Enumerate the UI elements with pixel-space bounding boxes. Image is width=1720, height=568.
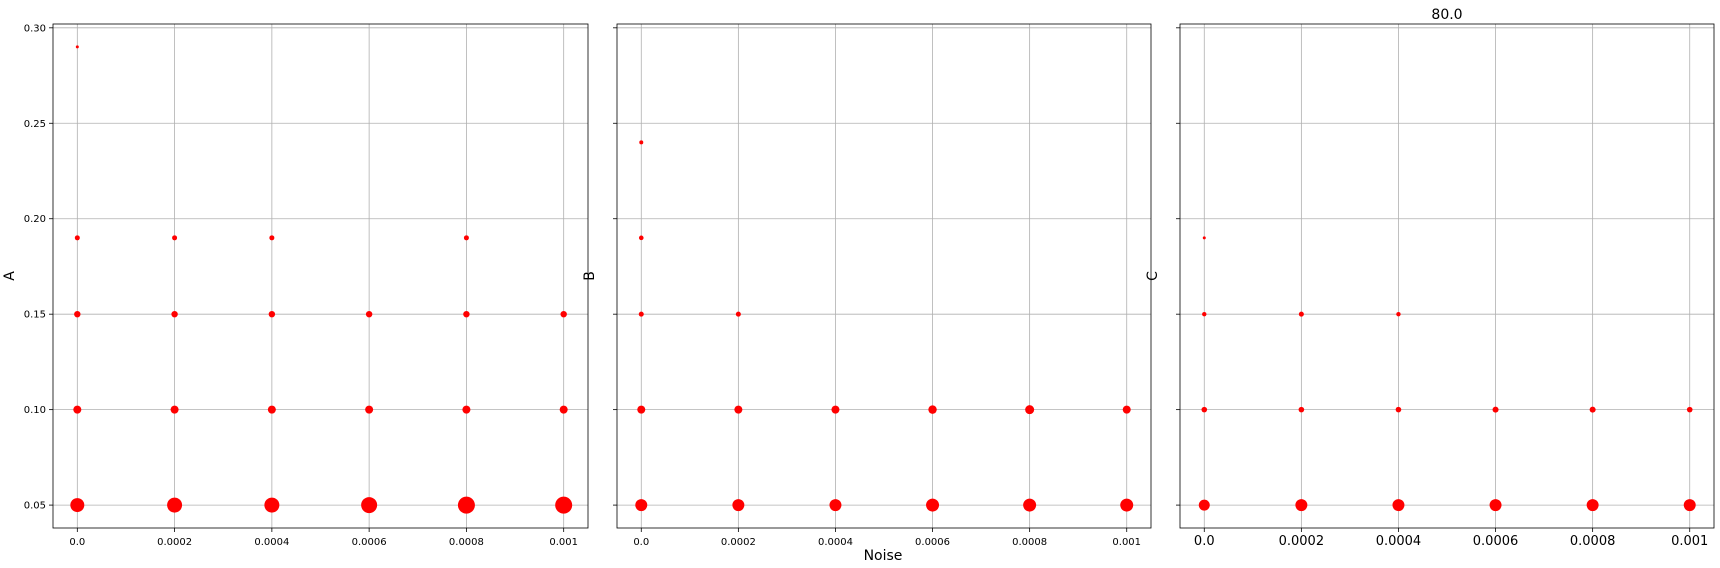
data-point [457,496,475,514]
x-tick-label: 0.0004 [254,537,289,548]
data-point [638,311,644,317]
data-point [73,405,82,414]
scatter-panel: 0.0 0.0002 0.0004 0.0006 0.0008 0.001 0.05 0.10… [2,23,589,548]
x-tick-label: 0.0006 [352,537,387,548]
data-point [365,310,373,318]
data-point [1295,499,1308,512]
data-point [735,311,741,317]
y-axis-label: B [582,271,598,281]
data-point [1492,406,1499,413]
y-tick-label: 0.30 [24,23,46,34]
y-tick-label: 0.10 [24,405,46,416]
axes-frame [1179,23,1715,529]
data-point [170,405,179,414]
data-point [1120,498,1134,512]
y-axis-label: C [1145,271,1161,281]
data-point [638,235,644,241]
data-point [70,498,85,513]
y-tick-label: 0.25 [24,119,46,130]
y-axis-label: A [2,271,18,281]
x-tick-label: 0.0008 [1012,537,1047,548]
data-point [1202,236,1206,240]
data-point [74,310,81,318]
data-point [1298,311,1304,317]
data-point [167,497,183,513]
x-tick-label: 0.0002 [1279,534,1325,549]
scatter-panel: 0.0 0.0002 0.0004 0.0006 0.0008 0.001 C [1145,23,1715,549]
x-tick-label: 0.0008 [1570,534,1616,549]
data-point [555,496,573,514]
data-point [1686,406,1693,413]
data-point [1023,498,1037,512]
x-tick-label: 0.0006 [915,537,950,548]
axes-frame [616,23,1152,529]
x-tick-label: 0.0004 [1376,534,1422,549]
x-tick-label: 0.001 [549,537,578,548]
data-point [269,235,275,241]
data-point [635,499,648,512]
y-tick-label: 0.15 [24,310,46,321]
data-point [1298,406,1305,413]
data-point [171,310,178,318]
data-point [361,497,378,514]
y-tick-label: 0.20 [24,214,46,225]
x-tick-label: 0.0 [1194,534,1215,549]
x-tick-label: 0.0 [69,537,85,548]
data-point [928,405,937,414]
figure-title: 80.0 [1431,7,1462,23]
data-point [75,45,79,49]
data-point [74,235,80,241]
axes-frame [52,23,589,529]
data-point [365,405,374,414]
data-point [1202,311,1207,317]
x-tick-label: 0.001 [1671,534,1708,549]
data-point [1396,311,1401,317]
data-point [637,405,646,414]
data-point [1589,406,1596,413]
data-point [639,140,644,145]
data-point [463,235,469,241]
data-point [462,405,471,414]
data-point [1392,499,1405,512]
scatter-panel: 0.0 0.0002 0.0004 0.0006 0.0008 0.001 B [582,23,1152,548]
x-tick-label: 0.0004 [818,537,853,548]
data-point [831,405,840,414]
y-tick-label: 0.05 [24,501,46,512]
data-point [172,235,178,241]
data-point [926,498,940,512]
data-point [732,499,745,512]
x-tick-label: 0.0006 [1473,534,1519,549]
data-point [1683,499,1696,512]
data-point [1489,499,1502,512]
data-point [1198,499,1210,511]
data-point [267,405,276,414]
data-point [264,497,280,513]
x-axis-label: Noise [864,548,903,564]
data-point [829,499,842,512]
data-point [1201,406,1208,413]
x-tick-label: 0.001 [1112,537,1141,548]
x-tick-label: 0.0 [633,537,649,548]
x-tick-label: 0.0008 [449,537,484,548]
x-tick-label: 0.0002 [157,537,192,548]
data-point [734,405,743,414]
data-point [559,405,568,414]
panels-group: 0.0 0.0002 0.0004 0.0006 0.0008 0.001 0.05 0.10… [2,23,1715,549]
data-point [560,310,567,318]
data-point [1025,405,1035,415]
x-tick-label: 0.0002 [721,537,756,548]
data-point [1586,499,1599,512]
data-point [463,310,470,318]
data-point [1395,406,1402,413]
data-point [268,310,276,318]
data-point [1122,405,1131,414]
